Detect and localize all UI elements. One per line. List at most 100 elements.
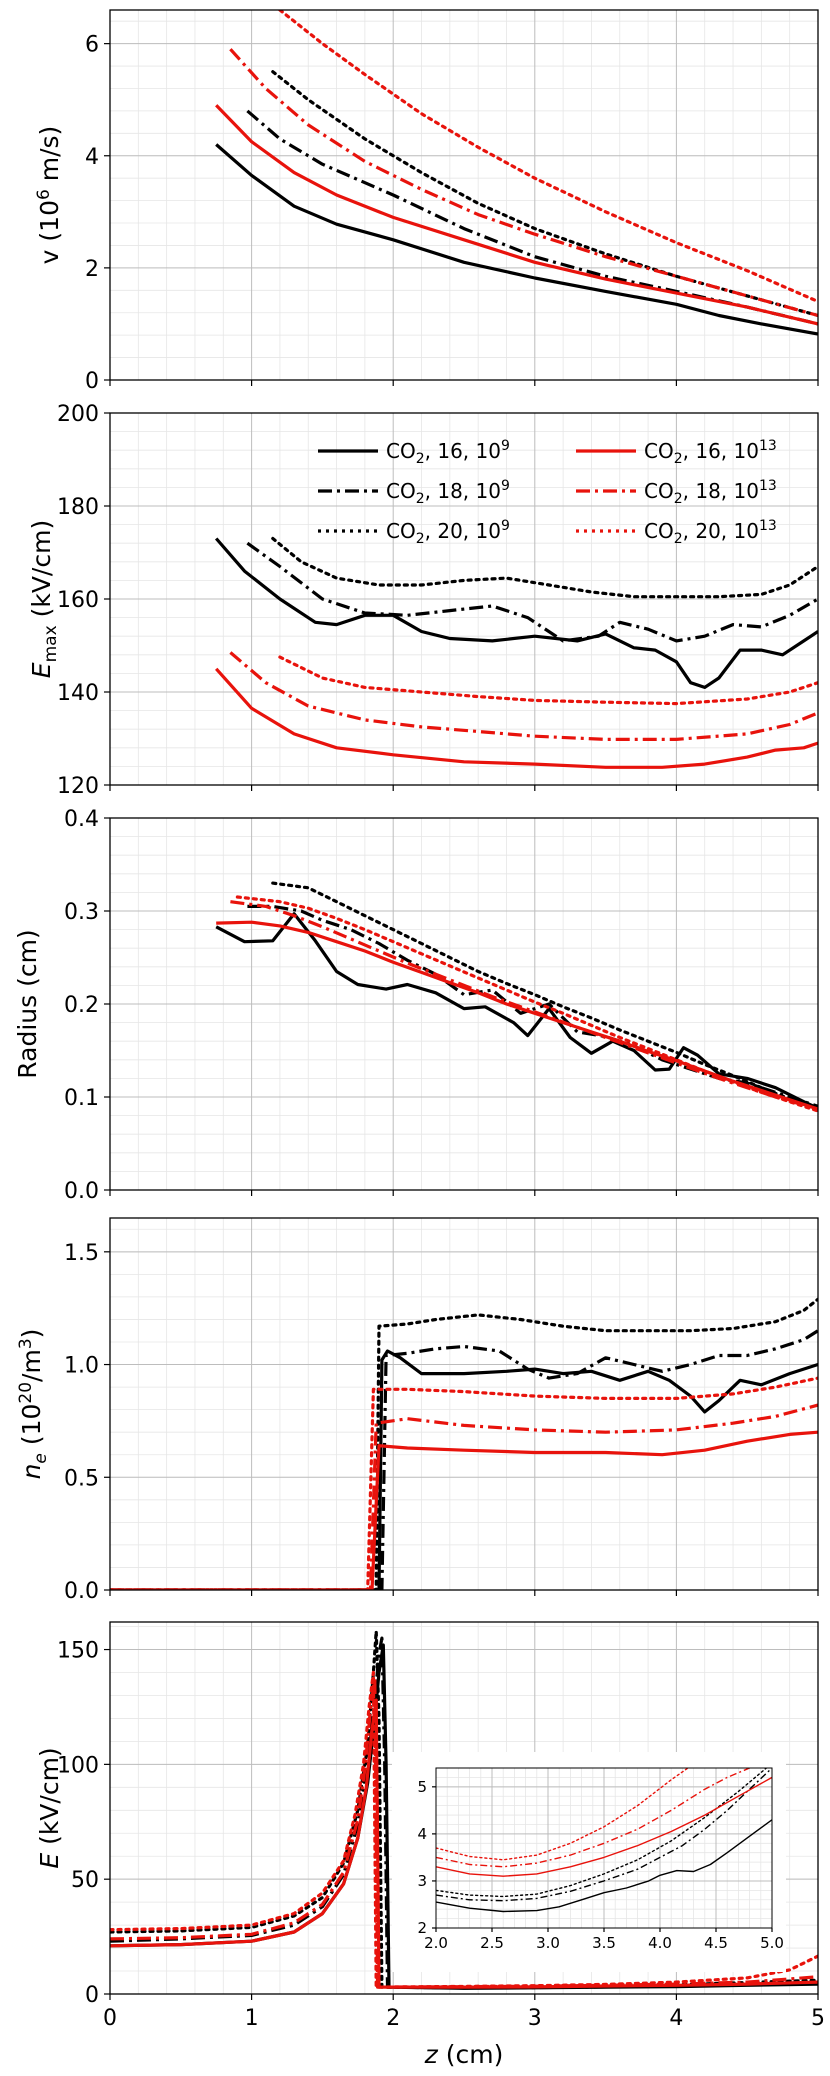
legend-label: CO2, 20, 1013 xyxy=(644,518,777,547)
legend-entry-red-solid: CO2, 16, 1013 xyxy=(576,438,777,467)
y-ticks-e: 0 50 100 150 xyxy=(57,1639,110,2008)
y-tick-label: 140 xyxy=(57,681,99,706)
y-tick-label: 50 xyxy=(71,1868,99,1893)
series-line-black-solid xyxy=(436,1819,772,1913)
y-tick-label: 160 xyxy=(57,588,99,613)
y-ticks-velocity: 0 2 4 6 xyxy=(85,33,110,394)
series-line-black-dashdot xyxy=(246,541,818,643)
y-tick-label: 0.0 xyxy=(64,1579,99,1604)
series-line-red-dashdot xyxy=(110,1675,818,1989)
panel-emax: 120 140 160 180 200 Emax (kV/cm) CO2, 16, 10… xyxy=(27,402,819,799)
x-tick-label: 2.0 xyxy=(424,1934,448,1952)
y-axis-label-emax: Emax (kV/cm) xyxy=(27,520,61,678)
series-velocity xyxy=(215,10,818,336)
legend-label: CO2, 18, 1013 xyxy=(644,478,777,507)
series-radius xyxy=(215,881,818,1113)
series-line-red-solid xyxy=(436,1776,772,1877)
grid-inset xyxy=(435,1767,773,1929)
series-line-black-solid xyxy=(214,537,818,690)
y-tick-label: 2 xyxy=(85,257,99,282)
series-line-black-dotted xyxy=(110,1629,818,1990)
legend-label: CO2, 16, 1013 xyxy=(644,438,777,467)
y-tick-label: 120 xyxy=(57,774,99,799)
series-line-black-dotted xyxy=(271,536,818,599)
y-axis-label-ne: ne (1020/m3) xyxy=(16,1329,51,1480)
series-e xyxy=(110,1629,818,1990)
x-tick-label: 4.5 xyxy=(704,1934,728,1952)
y-tick-label: 0 xyxy=(85,1983,99,2008)
series-line-black-dotted xyxy=(271,881,818,1111)
series-line-red-solid xyxy=(215,104,818,326)
inset: 2 3 4 5 2.0 2.5 3.0 3.5 4.0 4.5 5.0 xyxy=(392,1752,786,1972)
series-line-red-dotted xyxy=(278,655,818,706)
x-ticks-ne xyxy=(109,1590,819,1596)
y-tick-label: 200 xyxy=(57,402,99,427)
x-tick-label: 2.5 xyxy=(480,1934,504,1952)
legend-label: CO2, 16, 109 xyxy=(386,438,510,467)
series-line-red-solid xyxy=(215,667,818,769)
panel-e: 0 50 100 150 0 1 2 3 4 5 E (kV/cm) z (cm) 2 3 4 5 2… xyxy=(35,1621,825,2069)
legend-entry-red-dashdot: CO2, 18, 1013 xyxy=(576,478,777,507)
y-ticks-ne: 0.0 0.5 1.0 1.5 xyxy=(64,1241,110,1604)
series-line-red-solid xyxy=(110,1698,818,1989)
series-line-red-dotted xyxy=(110,1376,818,1590)
series-ne xyxy=(110,1297,818,1590)
series-line-red-dashdot xyxy=(230,900,818,1111)
x-tick-label: 4.0 xyxy=(648,1934,672,1952)
x-ticks-e: 0 1 2 3 4 5 xyxy=(103,1994,825,2031)
y-tick-label: 0 xyxy=(85,369,99,394)
y-tick-label: 150 xyxy=(57,1639,99,1664)
axes-frame-velocity xyxy=(109,9,819,381)
legend-label: CO2, 18, 109 xyxy=(386,478,510,507)
x-axis-label: z (cm) xyxy=(424,2040,504,2069)
x-ticks-inset: 2.0 2.5 3.0 3.5 4.0 4.5 5.0 xyxy=(424,1928,784,1952)
series-line-black-dashdot xyxy=(110,1329,818,1590)
y-ticks-inset: 2 3 4 5 xyxy=(417,1778,436,1937)
legend-entry-black-solid: CO2, 16, 109 xyxy=(318,438,510,467)
y-tick-label: 0.4 xyxy=(64,807,99,832)
y-tick-label: 1.5 xyxy=(64,1241,99,1266)
y-tick-label: 0.5 xyxy=(64,1466,99,1491)
y-axis-label-e: E (kV/cm) xyxy=(35,1747,64,1868)
x-tick-label: 4 xyxy=(669,2006,683,2031)
grid-radius xyxy=(109,817,819,1191)
series-line-red-dotted xyxy=(436,1768,689,1861)
series-line-red-dashdot xyxy=(110,1403,818,1590)
x-tick-label: 5.0 xyxy=(760,1934,784,1952)
x-tick-label: 2 xyxy=(386,2006,400,2031)
series-line-red-dashdot xyxy=(436,1768,750,1868)
axes-frame-ne xyxy=(109,1217,819,1591)
y-tick-label: 5 xyxy=(417,1778,427,1796)
y-ticks-radius: 0.0 0.1 0.2 0.3 0.4 xyxy=(64,807,110,1204)
series-line-black-dotted xyxy=(110,1297,818,1590)
y-ticks-emax: 120 140 160 180 200 xyxy=(57,402,110,799)
legend-entry-red-dotted: CO2, 20, 1013 xyxy=(576,518,777,547)
y-axis-label-radius: Radius (cm) xyxy=(13,929,42,1078)
series-inset xyxy=(436,1768,772,1913)
axes-frame-e xyxy=(109,1621,819,1995)
series-emax xyxy=(214,536,818,769)
x-tick-label: 1 xyxy=(245,2006,259,2031)
y-tick-label: 0.1 xyxy=(64,1086,99,1111)
x-ticks-emax xyxy=(109,785,819,791)
grid-ne xyxy=(109,1218,819,1591)
y-tick-label: 2 xyxy=(417,1919,427,1937)
panel-ne: 0.0 0.5 1.0 1.5 ne (1020/m3) xyxy=(16,1217,819,1604)
series-line-red-dotted xyxy=(235,895,818,1113)
series-line-black-dashdot xyxy=(247,904,818,1108)
legend-label: CO2, 20, 109 xyxy=(386,518,510,547)
legend-entry-black-dashdot: CO2, 18, 109 xyxy=(318,478,510,507)
legend-entry-black-dotted: CO2, 20, 109 xyxy=(318,518,510,547)
panel-radius: 0.0 0.1 0.2 0.3 0.4 Radius (cm) xyxy=(13,807,819,1204)
y-tick-label: 0.0 xyxy=(64,1179,99,1204)
y-tick-label: 0.2 xyxy=(64,993,99,1018)
series-line-black-dashdot xyxy=(436,1768,772,1902)
y-tick-label: 100 xyxy=(57,1753,99,1778)
y-tick-label: 4 xyxy=(85,145,99,170)
y-tick-label: 6 xyxy=(85,33,99,58)
series-line-red-dashdot xyxy=(229,651,818,742)
series-line-red-solid xyxy=(110,1430,818,1590)
x-tick-label: 5 xyxy=(811,2006,825,2031)
x-ticks-velocity xyxy=(109,380,819,386)
